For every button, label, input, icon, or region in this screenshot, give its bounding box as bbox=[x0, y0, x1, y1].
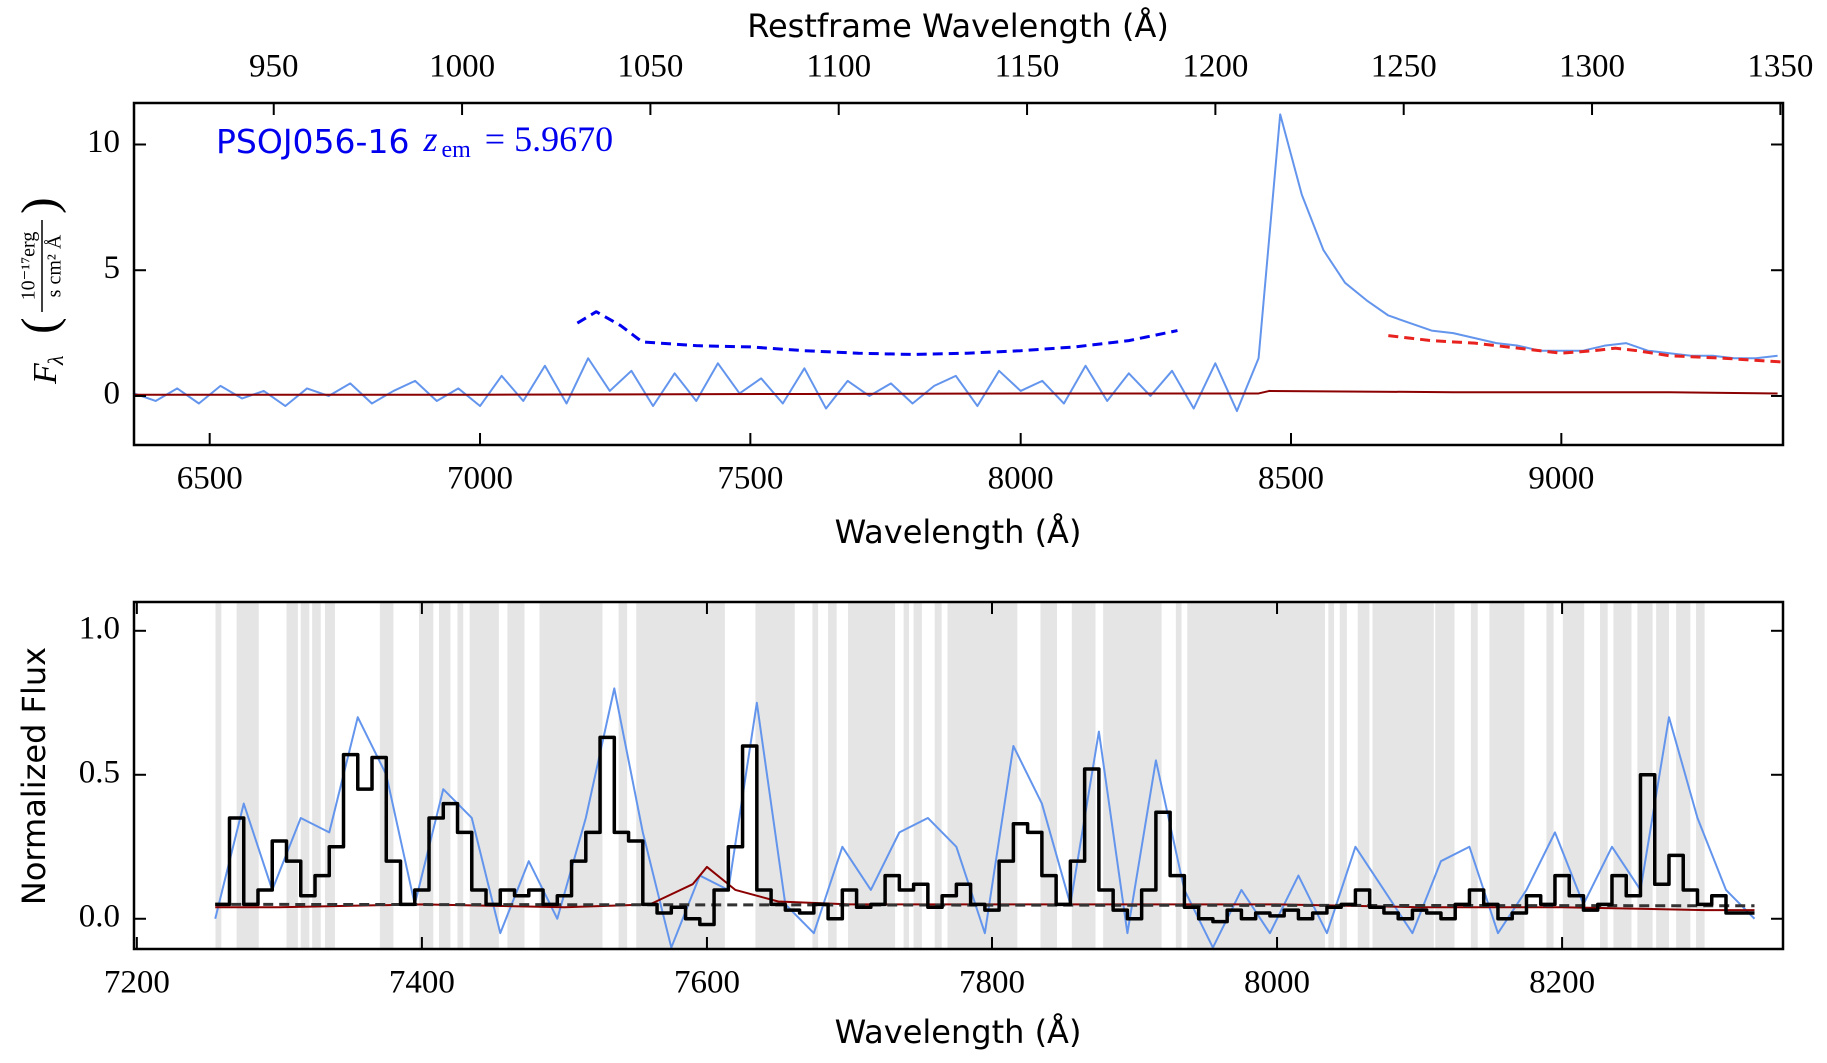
masked-region bbox=[1613, 602, 1632, 949]
series-line bbox=[134, 113, 1778, 413]
masked-region bbox=[215, 602, 222, 949]
x-tick-label: 8500 bbox=[1258, 461, 1324, 497]
z-symbol: z bbox=[422, 119, 437, 159]
masked-region bbox=[913, 602, 922, 949]
x2-tick-label: 1100 bbox=[806, 49, 871, 85]
masked-region bbox=[1175, 602, 1182, 949]
annotation: PSOJ056-16 z em = 5.9670 bbox=[216, 119, 613, 162]
masked-region bbox=[1187, 602, 1326, 949]
x-tick-label: 9000 bbox=[1528, 461, 1594, 497]
plot-area bbox=[134, 113, 1783, 413]
masked-region bbox=[457, 602, 464, 949]
masked-region bbox=[1339, 602, 1347, 949]
x-axis-label: Wavelength (Å) bbox=[835, 513, 1082, 551]
masked-region bbox=[324, 602, 335, 949]
masked-region bbox=[934, 602, 942, 949]
masked-region bbox=[1372, 602, 1434, 949]
x-tick-label: 6500 bbox=[177, 461, 243, 497]
x-tick-label: 8000 bbox=[988, 461, 1054, 497]
series-line bbox=[215, 735, 1755, 927]
z-value: = 5.9670 bbox=[485, 119, 613, 159]
paren: ( bbox=[10, 317, 66, 334]
x2-axis-label: Restframe Wavelength (Å) bbox=[747, 7, 1169, 45]
masked-region bbox=[812, 602, 819, 949]
x2-tick-label: 1300 bbox=[1559, 49, 1625, 85]
y-tick-label: 0 bbox=[104, 376, 121, 412]
masked-region bbox=[419, 602, 434, 949]
x-tick-label: 7500 bbox=[717, 461, 783, 497]
y-tick-label: 0.0 bbox=[79, 898, 120, 934]
y-label-numerator: 10⁻¹⁷erg bbox=[18, 232, 40, 301]
masked-region bbox=[1696, 602, 1705, 949]
masked-region bbox=[828, 602, 837, 949]
masked-region bbox=[636, 602, 725, 949]
x2-tick-label: 1050 bbox=[617, 49, 683, 85]
y-label-symbol: F bbox=[27, 362, 64, 385]
series-line bbox=[576, 310, 1178, 356]
object-name: PSOJ056-16 bbox=[216, 122, 409, 161]
masked-region bbox=[286, 602, 298, 949]
y-label-sub: λ bbox=[43, 355, 68, 366]
x2-tick-label: 1150 bbox=[995, 49, 1060, 85]
masked-region bbox=[507, 602, 525, 949]
x2-tick-label: 1200 bbox=[1182, 49, 1248, 85]
x-tick-label: 8000 bbox=[1244, 965, 1310, 1001]
masked-region bbox=[1656, 602, 1669, 949]
paren: ) bbox=[10, 197, 66, 214]
masked-region bbox=[1599, 602, 1608, 949]
y-label-denominator: s cm² Å bbox=[44, 234, 66, 297]
x2-tick-label: 950 bbox=[249, 49, 299, 85]
y-tick-label: 5 bbox=[104, 250, 121, 286]
y-tick-label: 10 bbox=[87, 124, 120, 160]
series-line bbox=[215, 865, 1755, 912]
masked-region bbox=[1676, 602, 1691, 949]
masked-region bbox=[1040, 602, 1057, 949]
masked-region bbox=[236, 602, 259, 949]
masked-region bbox=[1546, 602, 1554, 949]
y-tick-label: 0.5 bbox=[79, 754, 120, 790]
x-tick-label: 7000 bbox=[447, 461, 513, 497]
masked-region bbox=[1470, 602, 1478, 949]
x-tick-label: 7800 bbox=[959, 965, 1025, 1001]
masked-region bbox=[439, 602, 451, 949]
x2-tick-label: 1250 bbox=[1371, 49, 1437, 85]
series-line bbox=[134, 389, 1778, 396]
y-tick-label: 1.0 bbox=[79, 610, 120, 646]
masked-region bbox=[1562, 602, 1585, 949]
series-line bbox=[1388, 334, 1783, 364]
y-axis-label: F λ ( 10⁻¹⁷erg s cm² Å ) bbox=[10, 197, 68, 385]
x-tick-label: 7600 bbox=[674, 965, 740, 1001]
masked-region bbox=[618, 602, 628, 949]
masked-region bbox=[469, 602, 499, 949]
x2-tick-label: 1350 bbox=[1747, 49, 1813, 85]
masked-region bbox=[1328, 602, 1335, 949]
masked-region bbox=[903, 602, 910, 949]
masked-region bbox=[1357, 602, 1370, 949]
masked-region bbox=[1489, 602, 1525, 949]
axes-frame bbox=[132, 101, 1785, 447]
plot-area bbox=[214, 602, 1756, 949]
series-line bbox=[214, 687, 1756, 949]
z-sub: em bbox=[441, 137, 471, 163]
x-axis-label: Wavelength (Å) bbox=[835, 1013, 1082, 1051]
masked-region bbox=[300, 602, 310, 949]
x2-tick-label: 1000 bbox=[429, 49, 495, 85]
y-axis-label: Normalized Flux bbox=[15, 647, 53, 905]
masked-region bbox=[312, 602, 321, 949]
x-tick-label: 8200 bbox=[1529, 965, 1595, 1001]
masked-region bbox=[947, 602, 1018, 949]
x-tick-label: 7400 bbox=[389, 965, 455, 1001]
x-tick-label: 7200 bbox=[104, 965, 170, 1001]
masked-region bbox=[1435, 602, 1455, 949]
